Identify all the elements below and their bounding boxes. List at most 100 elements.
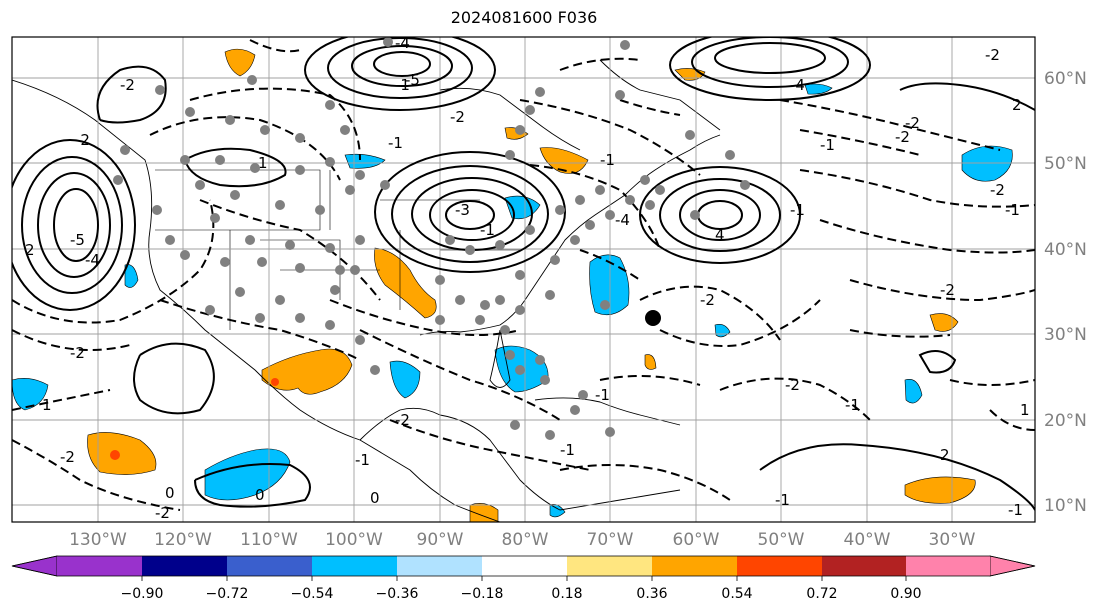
map-content: -2 -2 1 2 -5 -4 -2 -4 -1 -2 -1 -3 -1 -5 …: [12, 37, 1035, 522]
colorbar-tick-label: −0.54: [291, 586, 334, 602]
map-frame: [11, 36, 1036, 523]
colorbar-extend-low: [11, 555, 58, 577]
svg-text:2: 2: [1012, 96, 1022, 114]
colorbar-tick-label: 0.18: [551, 586, 582, 602]
colorbar-segment: [906, 556, 990, 576]
svg-text:-1: -1: [595, 386, 610, 404]
svg-text:-2: -2: [395, 411, 410, 429]
colorbar-segment: [482, 556, 567, 576]
patch-orange: [87, 432, 157, 475]
svg-text:-2: -2: [985, 46, 1000, 64]
svg-text:-2: -2: [70, 344, 85, 362]
svg-text:-1: -1: [480, 221, 495, 239]
svg-text:2: 2: [25, 241, 35, 259]
colorbar-segment: [312, 556, 397, 576]
colorbar-tick-label: 0.90: [890, 586, 921, 602]
pacific-coast: [12, 79, 501, 522]
svg-text:-4: -4: [615, 211, 630, 229]
lon-label: 30°W: [929, 530, 976, 550]
colorbar-segment: [652, 556, 737, 576]
colorbar-tick-label: −0.90: [121, 586, 164, 602]
patch-orange: [644, 354, 657, 370]
svg-text:-4: -4: [790, 76, 805, 94]
lat-label: 60°N: [1044, 69, 1087, 89]
colorbar-segment: [142, 556, 227, 576]
patch-orange: [539, 147, 589, 174]
station-dots: [113, 37, 750, 440]
central-america-coast: [359, 407, 681, 511]
colorbar-tick-label: −0.18: [461, 586, 504, 602]
svg-text:-2: -2: [940, 281, 955, 299]
svg-text:1: 1: [258, 154, 268, 172]
lon-label: 80°W: [502, 530, 549, 550]
state-borders-inner: [229, 170, 520, 330]
patch-orange: [929, 313, 959, 332]
svg-text:-1: -1: [600, 151, 615, 169]
svg-text:-5: -5: [405, 71, 420, 89]
patch-blue: [389, 360, 421, 399]
positive-contours: [12, 37, 1035, 511]
patch-blue: [589, 254, 630, 316]
colorbar-tick-label: −0.36: [376, 586, 419, 602]
colorbar-segment: [567, 556, 652, 576]
svg-text:-2: -2: [990, 181, 1005, 199]
lon-label: 100°W: [325, 530, 383, 550]
colorbar-segment: [227, 556, 312, 576]
lat-label: 50°N: [1044, 154, 1087, 174]
patch-blue: [12, 378, 49, 411]
labrador-coast: [599, 59, 721, 131]
svg-text:-2: -2: [785, 376, 800, 394]
svg-text:0: 0: [255, 486, 265, 504]
svg-text:-1: -1: [1008, 501, 1023, 519]
svg-text:-1: -1: [820, 136, 835, 154]
lon-label: 50°W: [758, 530, 805, 550]
colorbar-tick-label: −0.72: [206, 586, 249, 602]
patch-blue: [344, 153, 386, 169]
patch-blue: [124, 264, 139, 288]
svg-text:-1: -1: [560, 441, 575, 459]
lon-label: 60°W: [673, 530, 720, 550]
svg-text:2: 2: [940, 446, 950, 464]
negative-contours: [12, 39, 1035, 511]
lat-label: 20°N: [1044, 411, 1087, 431]
svg-text:-1: -1: [1005, 201, 1020, 219]
patch-red: [110, 450, 120, 460]
patch-red: [271, 378, 279, 386]
lon-label: 130°W: [69, 530, 127, 550]
position-marker: [645, 310, 661, 326]
svg-text:-2: -2: [700, 291, 715, 309]
patch-blue: [549, 504, 566, 518]
lat-label: 30°N: [1044, 325, 1087, 345]
svg-text:-1: -1: [355, 451, 370, 469]
colorbar-tick-label: 0.54: [721, 586, 752, 602]
svg-text:0: 0: [370, 489, 380, 507]
colorbar-outline: [11, 555, 1036, 577]
svg-text:-1: -1: [775, 491, 790, 509]
svg-text:-2: -2: [60, 448, 75, 466]
patch-blue: [904, 379, 923, 404]
svg-text:-1: -1: [790, 201, 805, 219]
svg-text:-2: -2: [450, 108, 465, 126]
svg-text:1: 1: [1020, 401, 1030, 419]
patch-orange: [261, 348, 353, 395]
lon-label: 90°W: [417, 530, 464, 550]
colorbar-tick-label: 0.36: [636, 586, 667, 602]
colorbar-segment: [822, 556, 906, 576]
longitude-labels: 130°W 120°W 110°W 100°W 90°W 80°W 70°W 6…: [69, 530, 976, 550]
svg-text:-2: -2: [120, 76, 135, 94]
svg-text:0: 0: [165, 484, 175, 502]
svg-text:-1: -1: [388, 134, 403, 152]
svg-text:-2: -2: [155, 504, 170, 522]
svg-text:-4: -4: [85, 251, 100, 269]
patch-orange: [374, 247, 437, 319]
svg-text:-2: -2: [75, 131, 90, 149]
colorbar: −0.90 −0.72 −0.54 −0.36 −0.18 0.18 0.36 …: [11, 555, 1036, 602]
east-coast: [419, 134, 721, 336]
plot-title: 2024081600 F036: [450, 8, 598, 27]
colorbar-tick-label: 0.72: [806, 586, 837, 602]
colorbar-segment: [57, 556, 142, 576]
patch-blue: [804, 83, 833, 95]
lon-label: 120°W: [154, 530, 212, 550]
contour-labels: -2 -2 1 2 -5 -4 -2 -4 -1 -2 -1 -3 -1 -5 …: [25, 37, 1030, 522]
hudson-bay-coast: [439, 87, 581, 151]
